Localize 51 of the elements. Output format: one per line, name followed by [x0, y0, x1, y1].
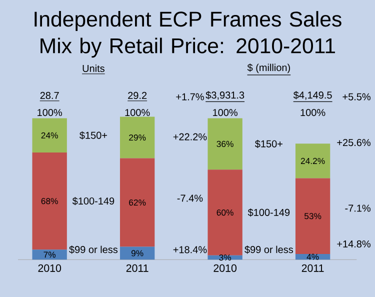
text: 100% — [213, 108, 238, 116]
text: +1.7% — [176, 93, 204, 100]
data-label: 24.2% — [300, 158, 325, 164]
annotation: -7.4% — [177, 194, 203, 202]
bar — [120, 116, 155, 158]
data-label: 4% — [306, 254, 319, 260]
chart-title: Independent ECP Frames Sales Mix by Retail Price: 2010-2011 — [34, 11, 342, 58]
bar — [295, 144, 330, 178]
annotation: +18.4% — [173, 246, 207, 254]
series-label: $99 or less — [69, 246, 118, 254]
x-tick-label: 2011 — [302, 264, 324, 272]
annotation: -7.1% — [345, 204, 370, 212]
text: $ (million) — [247, 64, 290, 74]
data-label: 7% — [44, 252, 56, 258]
annotation: +14.8% — [337, 240, 370, 248]
text: +5.5% — [342, 93, 371, 100]
text: 28.7 — [40, 92, 59, 100]
x-tick-label: 2010 — [38, 264, 62, 272]
text: 100% — [125, 108, 150, 116]
data-label: 53% — [304, 213, 322, 220]
text: 100% — [38, 108, 62, 116]
series-label: $150+ — [254, 140, 282, 148]
x-tick-label: 2010 — [214, 264, 237, 272]
text: $100-149 — [72, 197, 114, 206]
annotation: +22.2% — [173, 133, 207, 140]
bar — [208, 118, 242, 170]
bar — [120, 158, 155, 247]
data-label: 9% — [131, 250, 144, 256]
data-label: 36% — [216, 140, 234, 148]
text: $99 or less — [244, 246, 294, 254]
bar — [120, 246, 155, 260]
text: $4,149.5 — [293, 91, 332, 100]
text: $3,931.3 — [206, 91, 244, 100]
bar — [32, 152, 67, 250]
bar — [32, 118, 67, 153]
annotation: +25.6% — [337, 138, 370, 146]
bar — [208, 170, 242, 256]
data-label: 24% — [41, 132, 58, 138]
text: 100% — [300, 108, 326, 116]
data-label: 3% — [219, 254, 231, 261]
x-tick-label: 2011 — [126, 264, 148, 272]
data-label: 68% — [41, 198, 58, 204]
series-label: $100-149 — [248, 208, 290, 217]
text: 29.2 — [128, 92, 147, 100]
data-label: 62% — [129, 199, 146, 206]
text: Units — [82, 64, 104, 72]
bar — [32, 250, 67, 260]
data-label: 29% — [129, 134, 146, 141]
text: $150+ — [80, 131, 108, 140]
data-label: 60% — [216, 209, 234, 216]
bar — [295, 178, 330, 254]
